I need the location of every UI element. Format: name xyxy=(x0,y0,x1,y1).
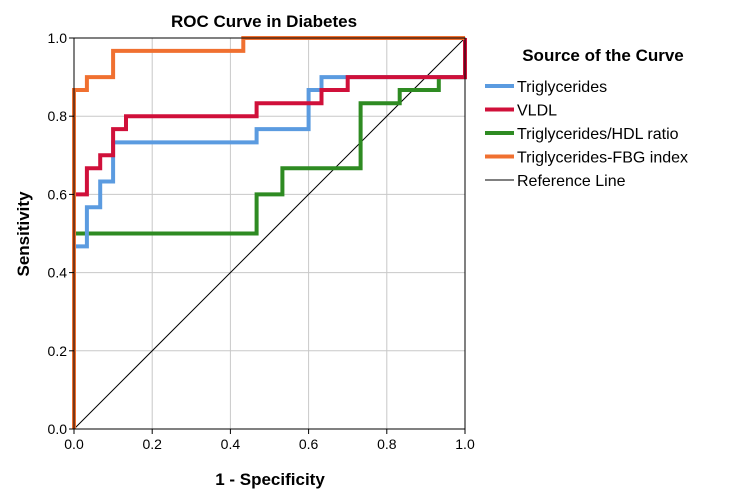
x-tick-label: 1.0 xyxy=(455,436,475,452)
y-tick-label: 1.0 xyxy=(48,30,68,46)
x-tick-label: 0.2 xyxy=(142,436,162,452)
y-tick-label: 0.6 xyxy=(48,186,68,202)
x-tick-label: 0.8 xyxy=(377,436,397,452)
series-group xyxy=(72,36,467,430)
y-tick-label: 0.8 xyxy=(48,108,68,124)
legend-label-triglycerides: Triglycerides xyxy=(517,79,607,96)
series-line-triglycerides-fbg-index xyxy=(72,36,465,429)
y-tick-label: 0.2 xyxy=(48,343,68,359)
legend-label-triglycerides-hdl-ratio: Triglycerides/HDL ratio xyxy=(517,126,679,143)
y-tick-label: 0.0 xyxy=(48,421,68,437)
x-ticks: 0.0 0.2 0.4 0.6 0.8 1.0 xyxy=(64,429,475,452)
y-axis-label: Sensitivity xyxy=(14,191,33,277)
legend-label-triglycerides-fbg-index: Triglycerides-FBG index xyxy=(517,150,688,167)
legend: Triglycerides VLDL Triglycerides/HDL ratio… xyxy=(485,79,688,190)
x-tick-label: 0.4 xyxy=(221,436,241,452)
legend-label-reference-line: Reference Line xyxy=(517,173,626,190)
x-axis-label: 1 - Specificity xyxy=(215,470,325,489)
legend-label-vldl: VLDL xyxy=(517,103,557,120)
series-line-vldl xyxy=(72,38,467,429)
series-line-triglycerides-hdl-ratio xyxy=(72,38,467,429)
legend-title: Source of the Curve xyxy=(522,46,684,65)
x-tick-label: 0.0 xyxy=(64,436,84,452)
y-ticks: 0.0 0.2 0.4 0.6 0.8 1.0 xyxy=(48,30,74,437)
chart-title: ROC Curve in Diabetes xyxy=(171,12,357,31)
series-line-triglycerides xyxy=(72,38,467,429)
plot-frame xyxy=(73,37,466,430)
y-tick-label: 0.4 xyxy=(48,265,68,281)
x-tick-label: 0.6 xyxy=(299,436,319,452)
